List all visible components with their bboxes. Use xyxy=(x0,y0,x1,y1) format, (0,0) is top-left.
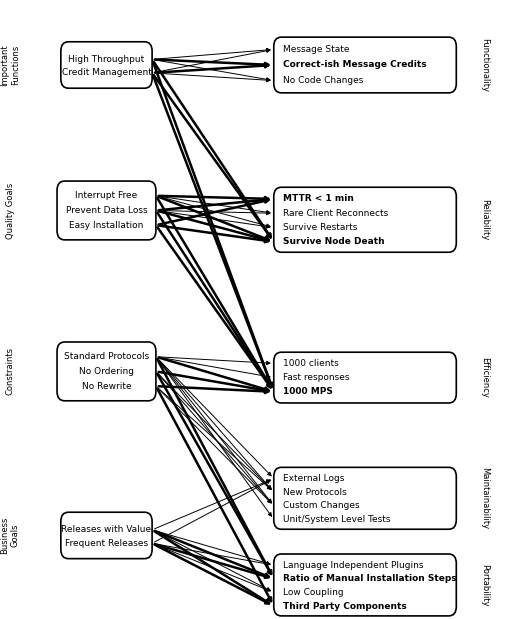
Text: Language Independent Plugins: Language Independent Plugins xyxy=(283,561,423,569)
Text: New Protocols: New Protocols xyxy=(283,488,347,496)
Text: Low Coupling: Low Coupling xyxy=(283,588,344,597)
FancyBboxPatch shape xyxy=(274,352,456,403)
Text: Maintainability: Maintainability xyxy=(480,467,489,529)
FancyBboxPatch shape xyxy=(61,513,152,558)
Text: Survive Node Death: Survive Node Death xyxy=(283,237,384,246)
Text: External Logs: External Logs xyxy=(283,474,344,483)
Text: Correct-ish Message Credits: Correct-ish Message Credits xyxy=(283,61,426,69)
Text: No Rewrite: No Rewrite xyxy=(82,381,131,391)
FancyBboxPatch shape xyxy=(274,467,456,529)
FancyBboxPatch shape xyxy=(57,181,156,240)
FancyBboxPatch shape xyxy=(57,342,156,401)
Text: Releases with Value: Releases with Value xyxy=(61,526,152,534)
Text: Quality Goals: Quality Goals xyxy=(6,183,15,238)
Text: Prevent Data Loss: Prevent Data Loss xyxy=(66,206,147,215)
FancyBboxPatch shape xyxy=(274,37,456,93)
Text: Third Party Components: Third Party Components xyxy=(283,602,407,610)
Text: 1000 clients: 1000 clients xyxy=(283,359,339,368)
Text: Constraints: Constraints xyxy=(6,347,15,396)
Text: Rare Client Reconnects: Rare Client Reconnects xyxy=(283,209,388,218)
Text: Frequent Releases: Frequent Releases xyxy=(65,539,148,548)
FancyBboxPatch shape xyxy=(274,187,456,253)
Text: Portability: Portability xyxy=(480,564,489,606)
Text: Unit/System Level Tests: Unit/System Level Tests xyxy=(283,515,390,524)
Text: Business
Goals: Business Goals xyxy=(1,517,20,554)
Text: 1000 MPS: 1000 MPS xyxy=(283,387,333,396)
Text: Survive Restarts: Survive Restarts xyxy=(283,223,357,232)
Text: Easy Installation: Easy Installation xyxy=(69,220,143,230)
Text: Standard Protocols: Standard Protocols xyxy=(64,352,149,361)
Text: Custom Changes: Custom Changes xyxy=(283,501,359,510)
Text: Interrupt Free: Interrupt Free xyxy=(76,191,137,201)
Text: Reliability: Reliability xyxy=(480,199,489,240)
Text: MTTR < 1 min: MTTR < 1 min xyxy=(283,194,354,204)
Text: No Ordering: No Ordering xyxy=(79,367,134,376)
Text: Message State: Message State xyxy=(283,45,349,54)
FancyBboxPatch shape xyxy=(61,42,152,88)
FancyBboxPatch shape xyxy=(274,554,456,616)
Text: Fast responses: Fast responses xyxy=(283,373,349,382)
Text: Important
Functions: Important Functions xyxy=(1,44,20,86)
Text: Functionality: Functionality xyxy=(480,38,489,92)
Text: Credit Management: Credit Management xyxy=(61,68,152,77)
Text: Ratio of Manual Installation Steps: Ratio of Manual Installation Steps xyxy=(283,574,456,583)
Text: Efficiency: Efficiency xyxy=(480,357,489,398)
Text: High Throughput: High Throughput xyxy=(68,55,144,64)
Text: No Code Changes: No Code Changes xyxy=(283,76,364,85)
